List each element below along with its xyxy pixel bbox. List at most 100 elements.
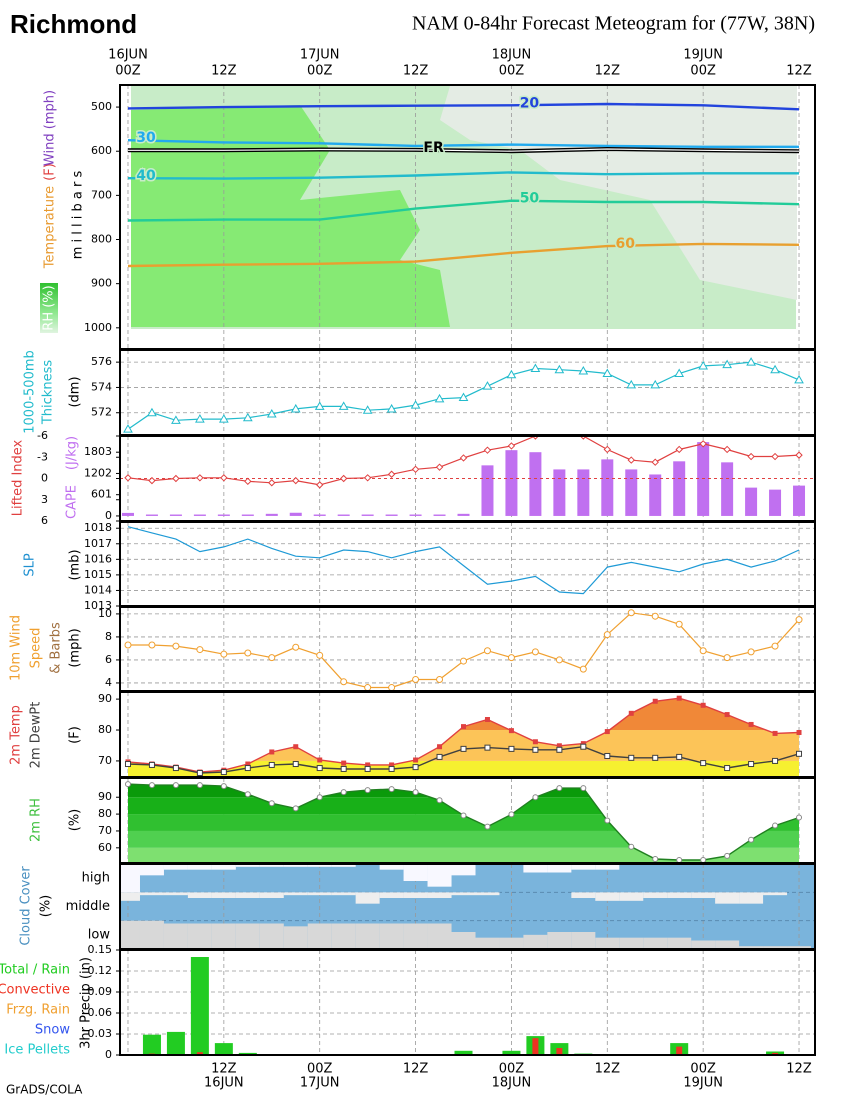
y-tick-label: 1013 [84, 599, 112, 612]
area-fill [127, 784, 800, 863]
bar [265, 513, 278, 516]
x-date-label: 17JUN [300, 1076, 340, 1091]
point [556, 743, 562, 749]
point [316, 651, 324, 659]
point [172, 474, 180, 483]
point [602, 368, 613, 378]
panel-line [120, 522, 815, 606]
legend-entry: Snow [35, 1023, 70, 1038]
bar [238, 1052, 257, 1055]
y-tick-label: 6 [105, 653, 112, 666]
y-tick-label: 0.12 [88, 964, 113, 977]
panel-label: (mph) [68, 628, 83, 667]
point [412, 675, 420, 683]
point [461, 724, 467, 730]
y-tick-label: 0.03 [88, 1027, 113, 1040]
point [484, 744, 491, 751]
point [196, 474, 204, 482]
panel-contour: 20 30 FR 40 50 60 [127, 85, 800, 349]
y-tick-label: 60 [98, 841, 112, 854]
series-line [127, 199, 800, 222]
point [196, 646, 204, 654]
bar [313, 514, 326, 516]
point [388, 765, 395, 772]
bar [193, 514, 206, 516]
bar [241, 514, 254, 516]
cloud-bar [667, 937, 692, 949]
x-date-label: 19JUN [683, 1076, 723, 1091]
point [148, 782, 155, 789]
bar [214, 1043, 233, 1055]
point [580, 741, 586, 747]
cloud-level-label: high [82, 871, 110, 886]
point [124, 781, 131, 788]
point [700, 702, 706, 708]
bar [745, 487, 758, 516]
point [316, 481, 324, 489]
cloud-bar [163, 923, 188, 949]
panel-label: & Barbs [49, 622, 64, 674]
cloud-bar [595, 937, 620, 949]
point [435, 463, 444, 471]
point [483, 647, 491, 655]
point [124, 761, 131, 768]
point [530, 363, 541, 372]
point [436, 675, 444, 683]
point [220, 474, 228, 482]
point [436, 797, 443, 804]
bar [556, 1048, 563, 1055]
x-date-label: 16JUN [108, 48, 148, 63]
point [362, 405, 373, 414]
cloud-bar [211, 892, 236, 898]
point [627, 456, 635, 464]
bar [190, 957, 209, 1055]
point [172, 782, 179, 789]
contour-label: 50 [520, 191, 540, 207]
y-tick-label: 0 [41, 472, 48, 485]
point [292, 476, 300, 485]
point [532, 739, 538, 745]
bar [532, 1038, 539, 1055]
point [196, 782, 203, 789]
cloud-bar [120, 864, 140, 893]
point [772, 822, 779, 829]
bar [502, 1050, 521, 1055]
cloud-bar [715, 892, 740, 904]
y-tick-label: 0 [105, 1048, 112, 1061]
panel-label: (dm) [68, 376, 83, 407]
point [437, 744, 443, 750]
y-tick-label: 1016 [84, 552, 112, 565]
panel-label: Lifted Index [11, 439, 26, 516]
point [293, 744, 299, 750]
cloud-bar [307, 864, 332, 867]
cloud-bar [403, 923, 428, 949]
y-tick-label: 3 [41, 493, 48, 506]
point [484, 717, 490, 723]
cloud-bar [120, 920, 140, 949]
point [244, 791, 251, 798]
cloud-bar [523, 934, 548, 949]
cloud-bar [427, 864, 452, 887]
y-tick-label: 6 [41, 514, 48, 527]
point [603, 445, 612, 454]
contour-label: 20 [520, 95, 540, 111]
point [460, 812, 467, 819]
bar [553, 469, 566, 516]
point [628, 843, 635, 850]
y-tick-label: 10 [98, 607, 112, 620]
cloud-bar [139, 864, 164, 876]
cloud-bar [667, 892, 692, 898]
point [675, 445, 683, 454]
point [532, 794, 539, 801]
x-tick-label: 00Z [690, 1062, 716, 1077]
point [676, 753, 683, 760]
x-tick-label: 12Z [211, 1062, 237, 1077]
point [268, 800, 275, 807]
bar [361, 514, 374, 516]
bar [196, 1052, 203, 1055]
cloud-bar [187, 864, 212, 870]
panel-label: 2m RH [29, 798, 44, 842]
panel-label: (%) [68, 809, 83, 832]
panel-border [119, 949, 816, 1056]
